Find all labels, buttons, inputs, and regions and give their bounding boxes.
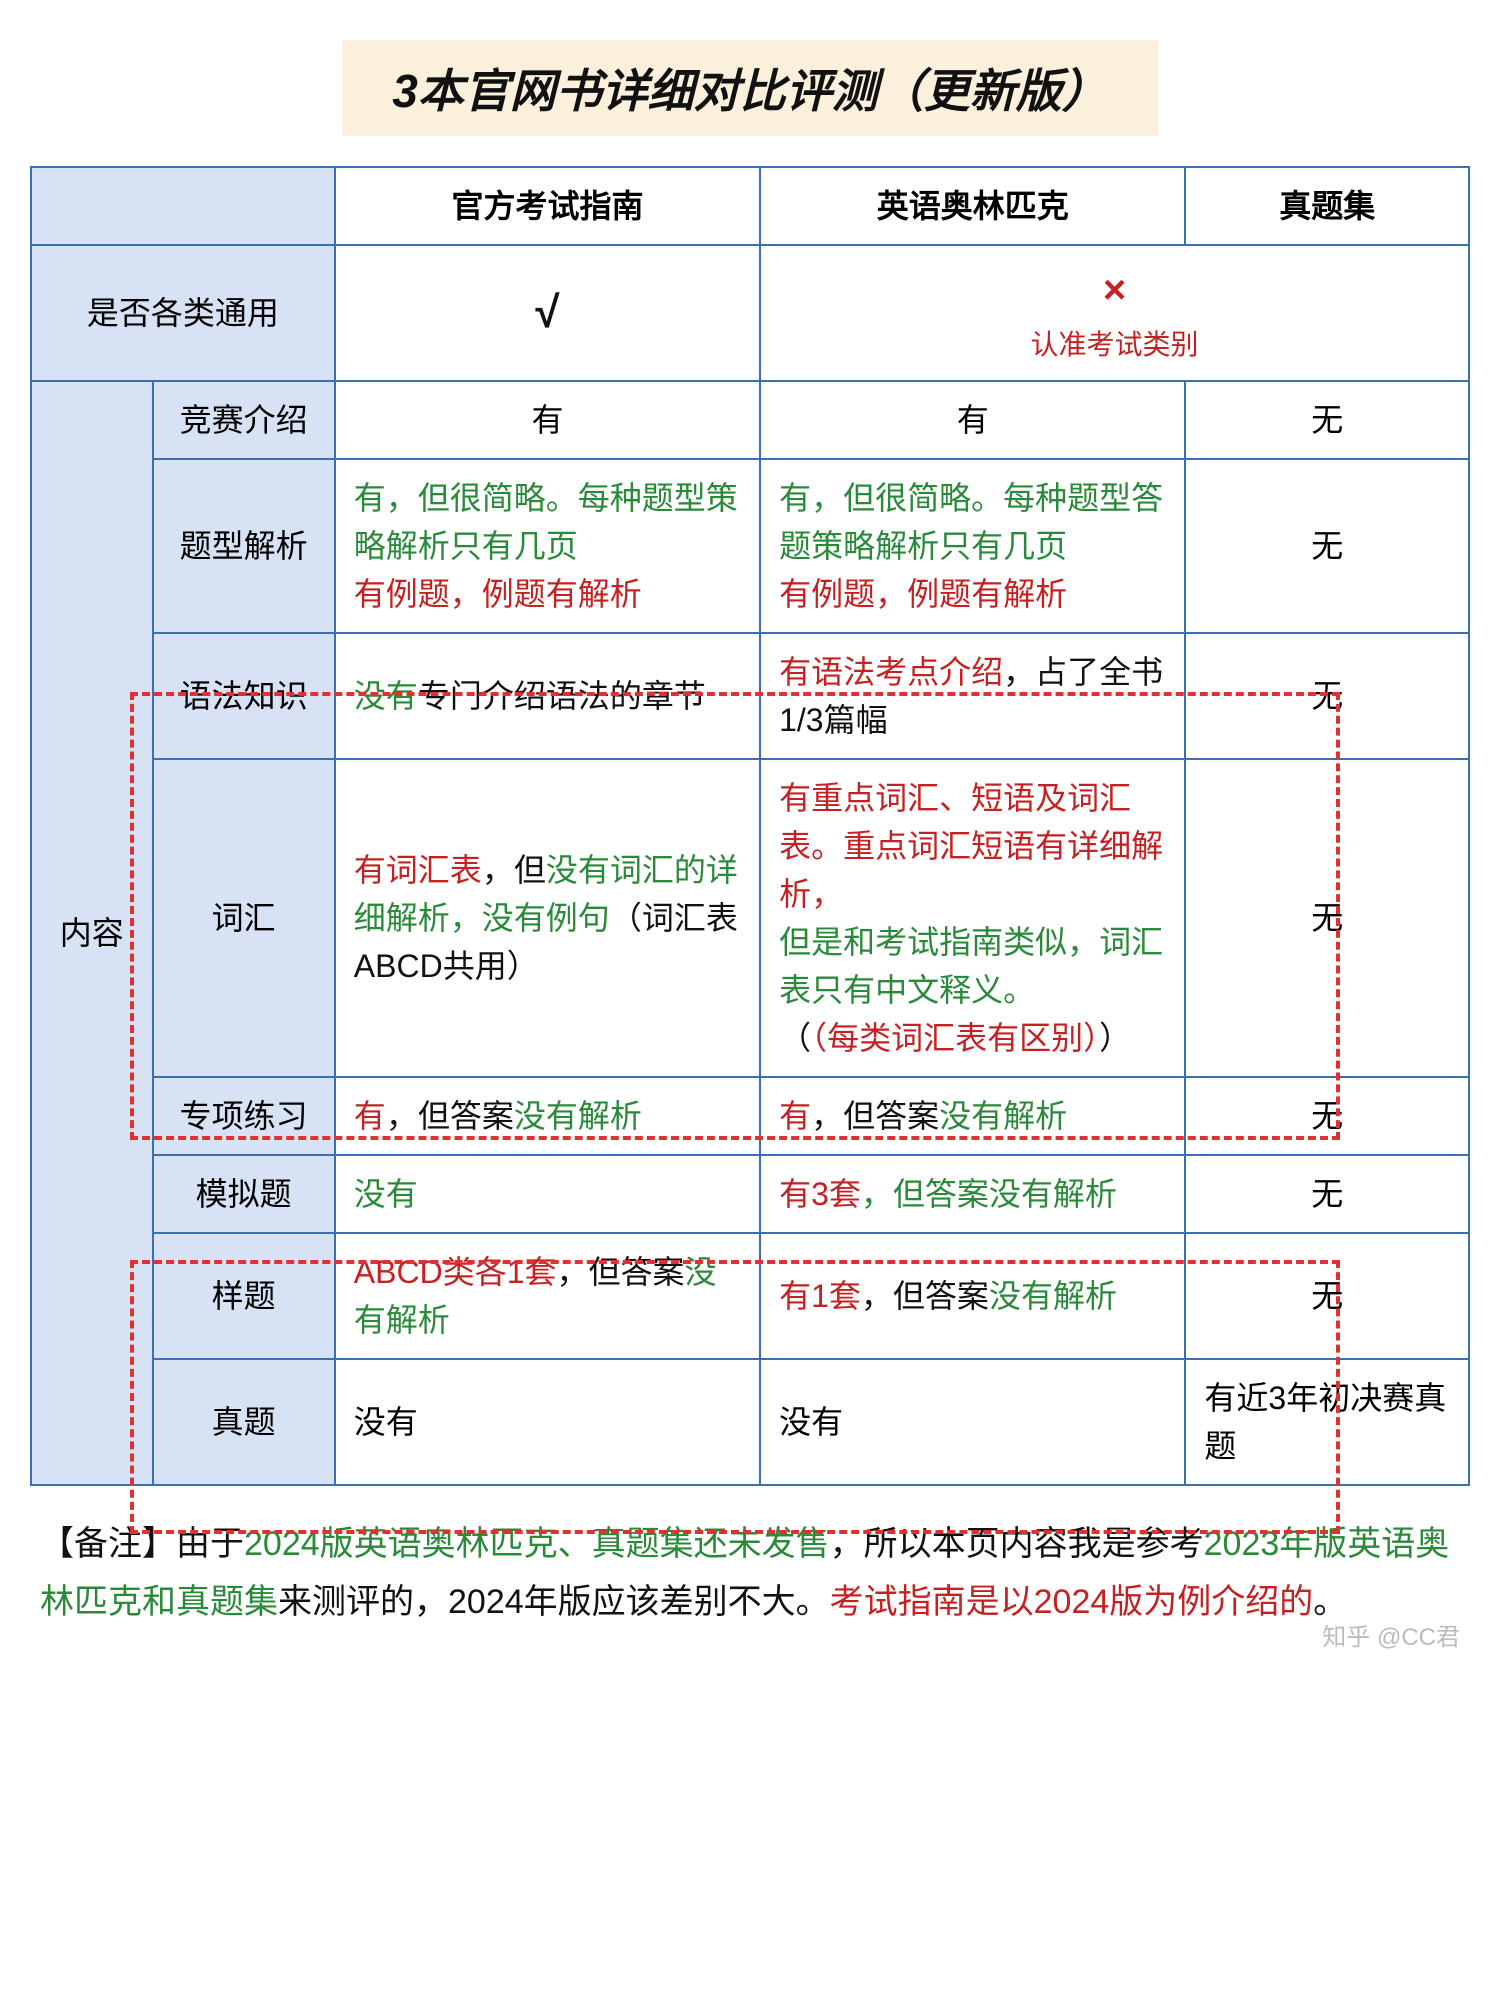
- txt: 有，但很简略。每种题型答题策略解析只有几页: [779, 480, 1163, 564]
- row-practice-c1: 有，但答案没有解析: [335, 1077, 760, 1155]
- txt: 有重点词汇、短语及词汇表。重点词汇短语有详细解析，: [779, 780, 1163, 912]
- table-wrap: 官方考试指南 英语奥林匹克 真题集 是否各类通用 √ × 认准考试类别 内容 竞…: [30, 166, 1470, 1486]
- row-universal: 是否各类通用 √ × 认准考试类别: [31, 245, 1469, 381]
- txt: （: [779, 1020, 811, 1056]
- row-vocab-c2: 有重点词汇、短语及词汇表。重点词汇短语有详细解析， 但是和考试指南类似，词汇表只…: [760, 759, 1185, 1077]
- txt: 有例题，例题有解析: [354, 576, 642, 612]
- footnote: 【备注】由于2024版英语奥林匹克、真题集还未发售，所以本页内容我是参考2023…: [30, 1516, 1470, 1632]
- txt: 没有解析: [939, 1098, 1067, 1134]
- row-grammar-label: 语法知识: [153, 633, 335, 759]
- txt: ，但答案没有解析: [861, 1176, 1117, 1212]
- row-intro-c2: 有: [760, 381, 1185, 459]
- txt: 来测评的，2024年版应该差别不大。: [278, 1583, 830, 1621]
- row-universal-c1: √: [335, 245, 760, 381]
- txt: 有3套: [779, 1176, 861, 1212]
- row-vocab: 词汇 有词汇表，但没有词汇的详细解析，没有例句（词汇表ABCD共用） 有重点词汇…: [31, 759, 1469, 1077]
- header-empty: [31, 167, 335, 245]
- txt: ，所以本页内容我是参考: [830, 1525, 1204, 1563]
- title-wrap: 3本官网书详细对比评测（更新版）: [30, 40, 1470, 136]
- cross-sub: 认准考试类别: [779, 324, 1450, 366]
- content-label: 内容: [31, 381, 153, 1485]
- col-header-1: 官方考试指南: [335, 167, 760, 245]
- row-vocab-c3: 无: [1185, 759, 1469, 1077]
- row-grammar: 语法知识 没有专门介绍语法的章节 有语法考点介绍，占了全书1/3篇幅 无: [31, 633, 1469, 759]
- row-real: 真题 没有 没有 有近3年初决赛真题: [31, 1359, 1469, 1485]
- row-vocab-c1: 有词汇表，但没有词汇的详细解析，没有例句（词汇表ABCD共用）: [335, 759, 760, 1077]
- txt: 有: [354, 1098, 386, 1134]
- txt: ，但答案: [861, 1278, 989, 1314]
- row-practice: 专项练习 有，但答案没有解析 有，但答案没有解析 无: [31, 1077, 1469, 1155]
- row-vocab-label: 词汇: [153, 759, 335, 1077]
- row-practice-c3: 无: [1185, 1077, 1469, 1155]
- txt: ，但答案: [811, 1098, 939, 1134]
- txt: 考试指南是以2024版为例介绍的: [830, 1583, 1314, 1621]
- row-types-c2: 有，但很简略。每种题型答题策略解析只有几页 有例题，例题有解析: [760, 459, 1185, 633]
- row-mock-label: 模拟题: [153, 1155, 335, 1233]
- txt: 没有解析: [514, 1098, 642, 1134]
- comparison-table: 官方考试指南 英语奥林匹克 真题集 是否各类通用 √ × 认准考试类别 内容 竞…: [30, 166, 1470, 1486]
- txt: 有例题，例题有解析: [779, 576, 1067, 612]
- txt: 有1套: [779, 1278, 861, 1314]
- row-mock-c1: 没有: [335, 1155, 760, 1233]
- txt: 有语法考点介绍: [779, 654, 1003, 690]
- watermark: 知乎 @CC君: [1322, 1617, 1460, 1652]
- row-grammar-c3: 无: [1185, 633, 1469, 759]
- txt: 有，但很简略。每种题型策略解析只有几页: [354, 480, 738, 564]
- row-mock: 模拟题 没有 有3套，但答案没有解析 无: [31, 1155, 1469, 1233]
- txt: ，但: [482, 852, 546, 888]
- txt: 有词汇表: [354, 852, 482, 888]
- txt: 没有解析: [989, 1278, 1117, 1314]
- row-types-label: 题型解析: [153, 459, 335, 633]
- row-real-c1: 没有: [335, 1359, 760, 1485]
- txt: 专门介绍语法的章节: [418, 678, 706, 714]
- row-sample: 样题 ABCD类各1套，但答案没有解析 有1套，但答案没有解析 无: [31, 1233, 1469, 1359]
- row-intro-label: 竞赛介绍: [153, 381, 335, 459]
- row-universal-c2: × 认准考试类别: [760, 245, 1469, 381]
- txt: ，但答案: [557, 1254, 685, 1290]
- row-grammar-c1: 没有专门介绍语法的章节: [335, 633, 760, 759]
- col-header-3: 真题集: [1185, 167, 1469, 245]
- txt: 。: [1313, 1583, 1347, 1621]
- txt: 没有: [354, 1176, 418, 1212]
- txt: ABCD类各1套: [354, 1254, 557, 1290]
- header-row: 官方考试指南 英语奥林匹克 真题集: [31, 167, 1469, 245]
- row-sample-c3: 无: [1185, 1233, 1469, 1359]
- row-sample-label: 样题: [153, 1233, 335, 1359]
- row-real-c3: 有近3年初决赛真题: [1185, 1359, 1469, 1485]
- row-real-label: 真题: [153, 1359, 335, 1485]
- row-intro-c1: 有: [335, 381, 760, 459]
- row-mock-c2: 有3套，但答案没有解析: [760, 1155, 1185, 1233]
- txt: 2024版英语奥林匹克、真题集还未发售: [244, 1525, 830, 1563]
- txt: 没有: [354, 678, 418, 714]
- row-universal-label: 是否各类通用: [31, 245, 335, 381]
- col-header-2: 英语奥林匹克: [760, 167, 1185, 245]
- row-practice-label: 专项练习: [153, 1077, 335, 1155]
- txt: （每类词汇表有区别）: [811, 1020, 1099, 1056]
- row-real-c2: 没有: [760, 1359, 1185, 1485]
- cross-icon: ×: [779, 260, 1450, 320]
- row-sample-c1: ABCD类各1套，但答案没有解析: [335, 1233, 760, 1359]
- txt: 但是和考试指南类似，词汇表只有中文释义。: [779, 924, 1163, 1008]
- txt: ，但答案: [386, 1098, 514, 1134]
- txt: 有: [779, 1098, 811, 1134]
- row-types-c1: 有，但很简略。每种题型策略解析只有几页 有例题，例题有解析: [335, 459, 760, 633]
- row-intro-c3: 无: [1185, 381, 1469, 459]
- row-types-c3: 无: [1185, 459, 1469, 633]
- row-intro: 内容 竞赛介绍 有 有 无: [31, 381, 1469, 459]
- row-sample-c2: 有1套，但答案没有解析: [760, 1233, 1185, 1359]
- txt: ）: [1099, 1020, 1131, 1056]
- row-practice-c2: 有，但答案没有解析: [760, 1077, 1185, 1155]
- row-types: 题型解析 有，但很简略。每种题型策略解析只有几页 有例题，例题有解析 有，但很简…: [31, 459, 1469, 633]
- row-grammar-c2: 有语法考点介绍，占了全书1/3篇幅: [760, 633, 1185, 759]
- check-icon: √: [535, 288, 559, 337]
- txt: 【备注】由于: [40, 1525, 244, 1563]
- row-mock-c3: 无: [1185, 1155, 1469, 1233]
- page-title: 3本官网书详细对比评测（更新版）: [342, 40, 1158, 136]
